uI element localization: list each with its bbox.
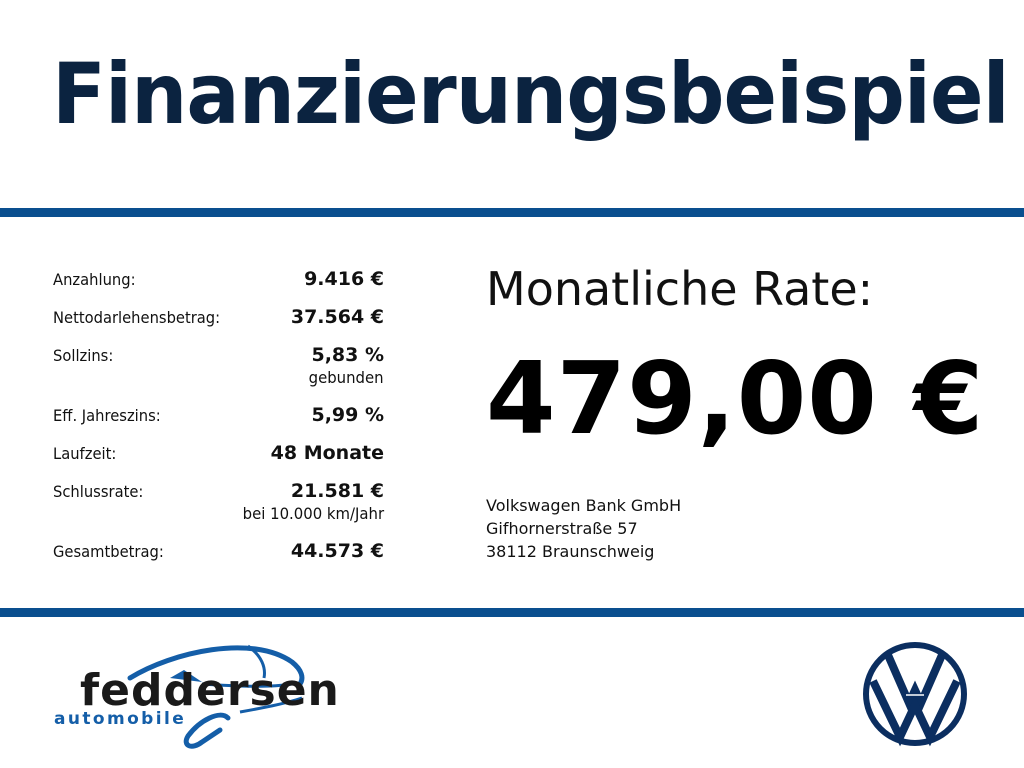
detail-value: 5,99 % xyxy=(311,404,384,426)
detail-label: Anzahlung: xyxy=(53,270,136,289)
monthly-rate-label: Monatliche Rate: xyxy=(486,262,874,316)
detail-value: 48 Monate xyxy=(270,442,384,464)
detail-value: 21.581 € xyxy=(290,480,384,502)
detail-value: 9.416 € xyxy=(304,268,384,290)
detail-label: Schlussrate: xyxy=(53,482,144,501)
page-title: Finanzierungsbeispiel xyxy=(52,45,1010,143)
bank-name: Volkswagen Bank GmbH xyxy=(486,496,682,515)
detail-label: Sollzins: xyxy=(53,346,114,365)
detail-value: 5,83 % xyxy=(311,344,384,366)
bottom-divider-bar xyxy=(0,608,1024,617)
vw-logo-icon xyxy=(863,642,967,747)
detail-value: 37.564 € xyxy=(290,306,384,328)
detail-value: 44.573 € xyxy=(290,540,384,562)
bank-street: Gifhornerstraße 57 xyxy=(486,519,638,538)
monthly-rate-value: 479,00 € xyxy=(486,340,985,457)
feddersen-automobile-logo: feddersen automobile xyxy=(52,632,342,752)
bank-city: 38112 Braunschweig xyxy=(486,542,655,561)
bank-address: Volkswagen Bank GmbH Gifhornerstraße 57 … xyxy=(486,494,681,563)
svg-text:automobile: automobile xyxy=(54,709,186,729)
detail-label: Nettodarlehensbetrag: xyxy=(53,308,221,327)
detail-label: Eff. Jahreszins: xyxy=(53,406,161,425)
detail-subnote: bei 10.000 km/Jahr xyxy=(242,504,384,523)
svg-text:feddersen: feddersen xyxy=(80,665,340,716)
volkswagen-logo xyxy=(862,641,968,747)
top-divider-bar xyxy=(0,208,1024,217)
detail-label: Gesamtbetrag: xyxy=(53,542,164,561)
detail-subnote: gebunden xyxy=(309,368,384,387)
car-swoosh-icon: feddersen automobile xyxy=(54,644,340,749)
detail-label: Laufzeit: xyxy=(53,444,117,463)
